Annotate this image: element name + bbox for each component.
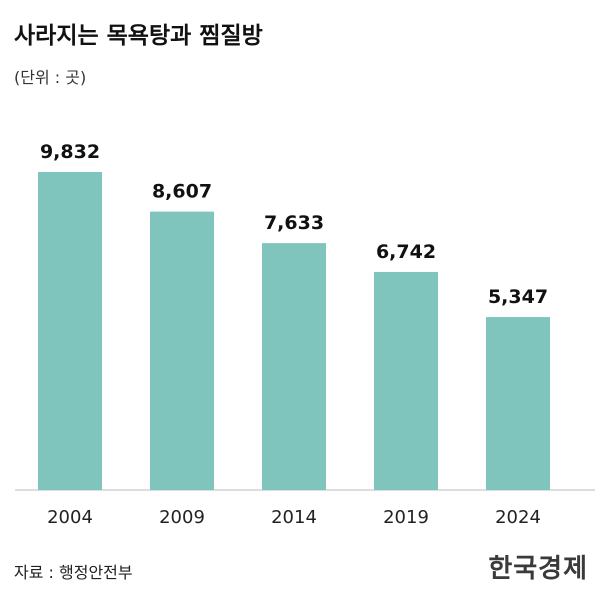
source-note: 자료 : 행정안전부	[14, 563, 133, 582]
value-label-2004: 9,832	[40, 141, 100, 163]
tick-label-2009: 2009	[159, 507, 205, 528]
chart-title: 사라지는 목욕탕과 찜질방	[14, 23, 263, 49]
bar-2024	[486, 317, 550, 490]
value-label-2024: 5,347	[488, 286, 548, 308]
tick-label-2024: 2024	[495, 507, 541, 528]
bar-2019	[374, 271, 438, 490]
bar-2004	[38, 172, 102, 490]
tick-label-2019: 2019	[383, 507, 429, 528]
value-label-2019: 6,742	[376, 241, 436, 263]
tick-label-2014: 2014	[271, 507, 317, 528]
value-label-2014: 7,633	[264, 212, 324, 234]
unit-label: (단위 : 곳)	[14, 68, 87, 87]
publisher-logo: 한국경제	[488, 554, 588, 584]
tick-label-2004: 2004	[47, 507, 93, 528]
bar-2014	[262, 243, 326, 490]
bar-2009	[150, 211, 214, 491]
value-label-2009: 8,607	[152, 181, 212, 203]
